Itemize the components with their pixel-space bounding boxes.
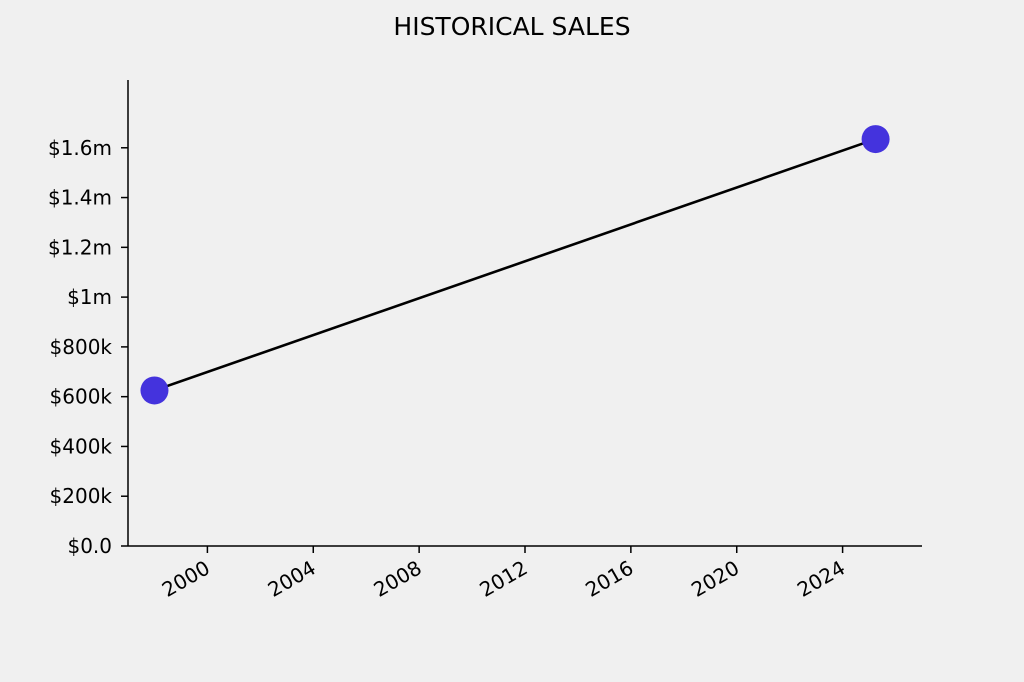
y-tick-label: $1.4m [48, 186, 112, 210]
y-axis-ticks: $0.0 $200k $400k $600k $800k $1m $1.2m $1.4m $1.… [48, 136, 128, 558]
x-tick-label: 2008 [370, 556, 426, 602]
y-tick-label: $400k [50, 434, 113, 458]
y-tick-label: $1.2m [48, 235, 112, 259]
x-axis-ticks: 2000 2004 2008 2012 2016 2020 2024 [158, 546, 849, 602]
x-tick-label: 2024 [793, 556, 849, 602]
y-tick-label: $200k [50, 484, 113, 508]
data-point [140, 376, 169, 405]
chart-title: HISTORICAL SALES [393, 12, 630, 41]
y-tick-label: $1.6m [48, 136, 112, 160]
x-tick-label: 2020 [687, 556, 743, 602]
series-line [154, 137, 877, 392]
y-tick-label: $600k [50, 385, 113, 409]
y-tick-label: $800k [50, 335, 113, 359]
y-tick-label: $1m [67, 285, 112, 309]
x-tick-label: 2004 [264, 556, 320, 602]
x-tick-label: 2000 [158, 556, 214, 602]
data-point [861, 125, 890, 154]
y-tick-label: $0.0 [67, 534, 112, 558]
x-tick-label: 2016 [581, 556, 637, 602]
series-group [140, 125, 890, 405]
plot-area: $0.0 $200k $400k $600k $800k $1m $1.2m $1.4m $1.… [48, 80, 922, 602]
x-tick-label: 2012 [475, 556, 531, 602]
